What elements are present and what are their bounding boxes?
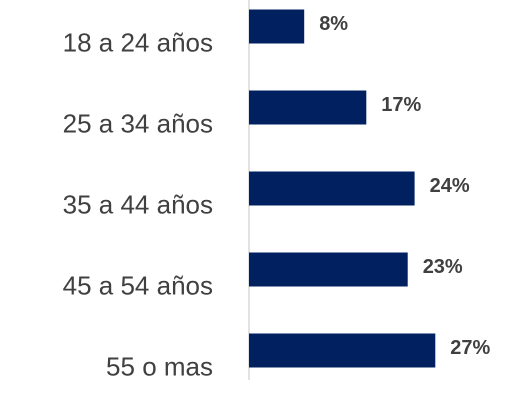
data-label: 17% [381, 94, 421, 116]
category-label: 25 a 34 años [63, 108, 213, 138]
bar [249, 333, 436, 368]
bar [249, 90, 367, 125]
category-label: 18 a 24 años [63, 27, 213, 57]
data-label: 23% [423, 256, 463, 278]
bar [249, 252, 408, 287]
category-label: 35 a 44 años [63, 189, 213, 219]
category-label: 55 o mas [106, 351, 213, 381]
category-label: 45 a 54 años [63, 270, 213, 300]
data-label: 27% [450, 337, 490, 359]
bar [249, 171, 415, 206]
data-label: 8% [319, 13, 348, 35]
bar [249, 9, 305, 44]
data-label: 24% [430, 175, 470, 197]
